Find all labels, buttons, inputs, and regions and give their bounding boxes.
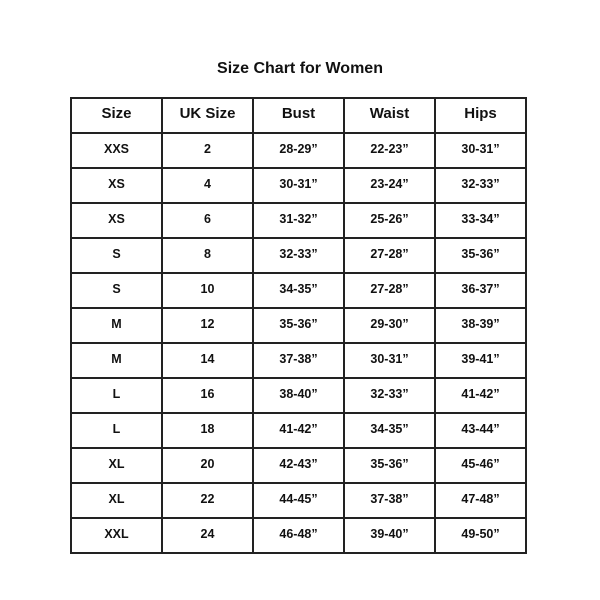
table-cell: 38-40” [252,377,345,414]
table-cell: 22-23” [343,132,436,169]
table-cell: 14 [161,342,254,379]
table-row: XL 20 42-43” 35-36” 45-46” [70,447,527,484]
table-cell: 29-30” [343,307,436,344]
table-cell: XS [70,167,163,204]
table-cell: 23-24” [343,167,436,204]
table-cell: 30-31” [434,132,527,169]
table-cell: 28-29” [252,132,345,169]
table-cell: 16 [161,377,254,414]
table-row: M 14 37-38” 30-31” 39-41” [70,342,527,379]
table-cell: 33-34” [434,202,527,239]
column-header: UK Size [161,97,254,134]
table-row: XXS 2 28-29” 22-23” 30-31” [70,132,527,169]
table-cell: 30-31” [252,167,345,204]
table-row: S 10 34-35” 27-28” 36-37” [70,272,527,309]
table-cell: M [70,342,163,379]
table-cell: 41-42” [434,377,527,414]
table-cell: 10 [161,272,254,309]
table-cell: S [70,237,163,274]
table-cell: 35-36” [343,447,436,484]
table-cell: XL [70,447,163,484]
chart-title: Size Chart for Women [217,60,383,77]
table-cell: L [70,412,163,449]
table-cell: XS [70,202,163,239]
table-cell: 42-43” [252,447,345,484]
table-cell: 32-33” [343,377,436,414]
column-header: Size [70,97,163,134]
table-cell: 12 [161,307,254,344]
table-cell: 37-38” [252,342,345,379]
table-cell: 39-40” [343,517,436,554]
column-header: Hips [434,97,527,134]
table-cell: 30-31” [343,342,436,379]
column-header: Bust [252,97,345,134]
table-cell: 31-32” [252,202,345,239]
table-cell: 47-48” [434,482,527,519]
table-cell: 24 [161,517,254,554]
table-cell: 38-39” [434,307,527,344]
table-cell: 44-45” [252,482,345,519]
header-row: Size UK Size Bust Waist Hips [70,97,527,134]
column-header: Waist [343,97,436,134]
table-cell: 49-50” [434,517,527,554]
table-row: L 16 38-40” 32-33” 41-42” [70,377,527,414]
table-cell: 35-36” [252,307,345,344]
table-cell: 34-35” [343,412,436,449]
table-cell: XXL [70,517,163,554]
table-cell: XXS [70,132,163,169]
table-cell: 39-41” [434,342,527,379]
table-cell: 35-36” [434,237,527,274]
table-row: S 8 32-33” 27-28” 35-36” [70,237,527,274]
table-row: XL 22 44-45” 37-38” 47-48” [70,482,527,519]
table-cell: 32-33” [434,167,527,204]
table-cell: 8 [161,237,254,274]
table-cell: 45-46” [434,447,527,484]
table-cell: XL [70,482,163,519]
table-cell: 20 [161,447,254,484]
table-row: M 12 35-36” 29-30” 38-39” [70,307,527,344]
table-cell: 25-26” [343,202,436,239]
table-cell: 46-48” [252,517,345,554]
table-cell: 32-33” [252,237,345,274]
table-row: XS 6 31-32” 25-26” 33-34” [70,202,527,239]
table-cell: 18 [161,412,254,449]
table-cell: 22 [161,482,254,519]
table-row: XXL 24 46-48” 39-40” 49-50” [70,517,527,554]
table-row: XS 4 30-31” 23-24” 32-33” [70,167,527,204]
size-chart-table: Size UK Size Bust Waist Hips XXS 2 28-29” 22-23… [70,97,527,554]
table-cell: 36-37” [434,272,527,309]
table-cell: L [70,377,163,414]
table-cell: 4 [161,167,254,204]
table-cell: S [70,272,163,309]
table-row: L 18 41-42” 34-35” 43-44” [70,412,527,449]
table-cell: 37-38” [343,482,436,519]
table-cell: M [70,307,163,344]
table-cell: 2 [161,132,254,169]
table-cell: 41-42” [252,412,345,449]
table-cell: 27-28” [343,272,436,309]
table-cell: 43-44” [434,412,527,449]
table-cell: 34-35” [252,272,345,309]
table-cell: 27-28” [343,237,436,274]
table-cell: 6 [161,202,254,239]
